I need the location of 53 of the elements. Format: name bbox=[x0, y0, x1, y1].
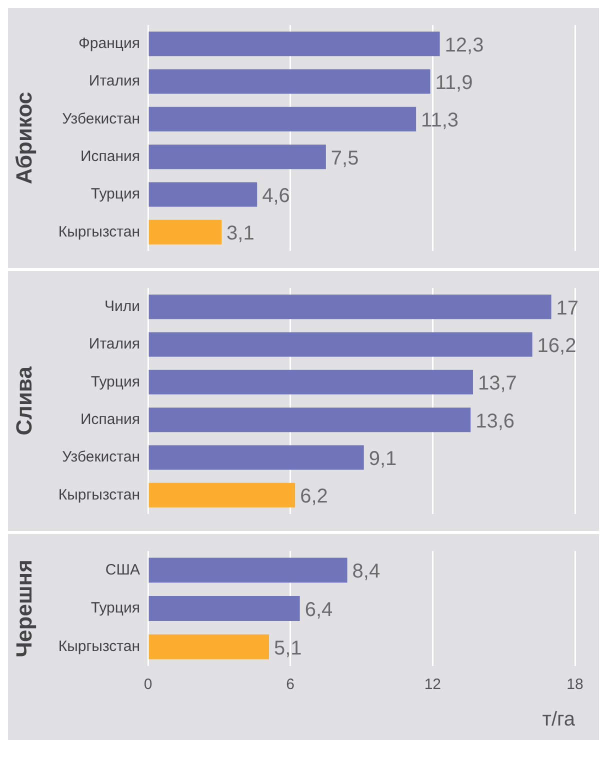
y-tick-label: США bbox=[105, 561, 140, 578]
data-label: 11,9 bbox=[435, 72, 473, 94]
bar bbox=[148, 106, 416, 132]
y-tick-label: Узбекистан bbox=[62, 448, 140, 466]
data-label: 17 bbox=[556, 297, 579, 320]
y-tick-label: Испания bbox=[80, 148, 140, 165]
bar bbox=[148, 69, 430, 94]
bar bbox=[148, 220, 222, 244]
bar bbox=[148, 445, 364, 470]
bar bbox=[148, 144, 326, 170]
y-tick-label: Турция bbox=[90, 373, 140, 390]
y-axis-title: Черешня bbox=[11, 560, 36, 658]
bar bbox=[148, 294, 552, 320]
y-axis-title: Абрикос bbox=[11, 92, 36, 184]
data-label: 4,6 bbox=[262, 185, 290, 208]
y-tick-label: Турция bbox=[90, 186, 140, 203]
bar bbox=[148, 182, 258, 207]
bar bbox=[148, 370, 473, 394]
data-label: 5,1 bbox=[274, 637, 302, 660]
data-label: 6,4 bbox=[304, 599, 333, 622]
data-label: 13,7 bbox=[478, 372, 517, 395]
y-tick-label: Испания bbox=[80, 410, 140, 428]
y-axis-title: Слива bbox=[11, 366, 36, 436]
data-label: 6,2 bbox=[300, 486, 328, 508]
data-label: 16,2 bbox=[537, 335, 576, 358]
bar bbox=[148, 332, 532, 357]
bar bbox=[148, 634, 269, 660]
y-tick-label: Кыргызстан bbox=[58, 638, 140, 655]
bar bbox=[148, 558, 348, 583]
y-tick-label: Узбекистан bbox=[62, 110, 140, 128]
y-tick-label: Турция bbox=[90, 600, 140, 617]
data-label: 8,4 bbox=[352, 560, 380, 583]
data-label: 9,1 bbox=[368, 448, 397, 470]
bar bbox=[148, 482, 296, 508]
data-label: 3,1 bbox=[226, 222, 254, 245]
y-tick-label: Италия bbox=[88, 72, 140, 90]
bar bbox=[148, 596, 300, 621]
y-tick-label: Франция bbox=[78, 34, 140, 52]
data-label: 7,5 bbox=[330, 147, 359, 170]
data-label: 13,6 bbox=[476, 410, 515, 432]
data-label: 11,3 bbox=[421, 110, 459, 132]
x-tick-label: 0 bbox=[144, 676, 152, 694]
x-axis-title: т/га bbox=[542, 708, 576, 731]
y-tick-label: Кыргызстан bbox=[58, 223, 140, 240]
x-tick-label: 12 bbox=[424, 676, 442, 694]
bar bbox=[148, 32, 440, 56]
y-tick-label: Кыргызстан bbox=[58, 486, 140, 504]
bar bbox=[148, 408, 471, 432]
x-tick-label: 6 bbox=[286, 676, 295, 694]
y-tick-label: Чили bbox=[104, 298, 140, 315]
y-tick-label: Италия bbox=[88, 336, 140, 353]
x-tick-label: 18 bbox=[566, 676, 584, 694]
data-label: 12,3 bbox=[444, 34, 484, 56]
